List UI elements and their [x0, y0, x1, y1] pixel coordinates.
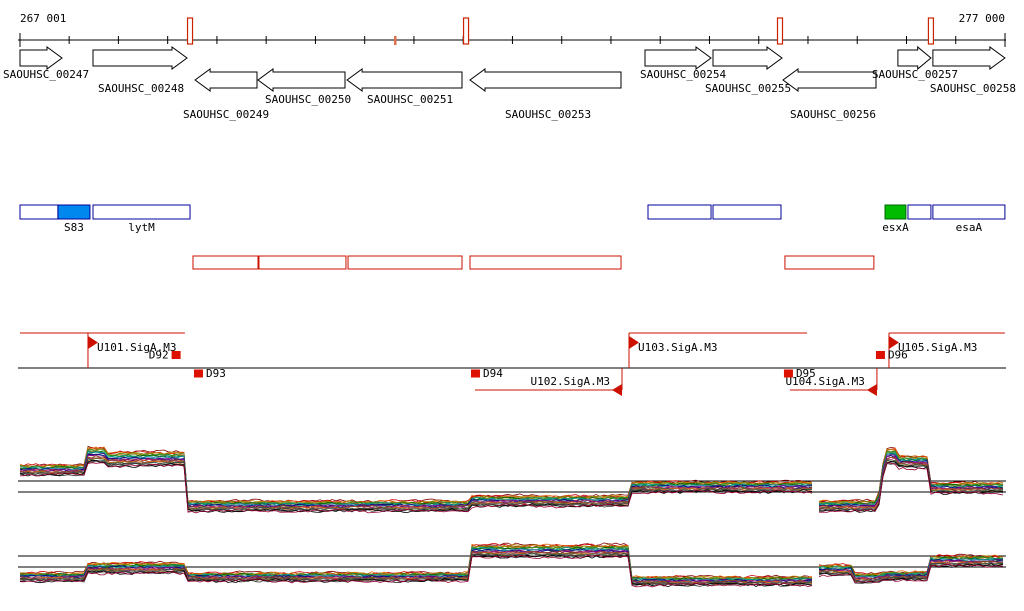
- annotation-box[interactable]: [19, 204, 59, 220]
- expression-trace: [19, 452, 813, 508]
- annotation-box[interactable]: [712, 204, 782, 220]
- expression-trace: [818, 462, 1004, 513]
- annotation-label: esaA: [956, 221, 983, 234]
- gene-label: SAOUHSC_00255: [705, 82, 791, 95]
- expression-trace: [19, 459, 813, 513]
- gene-label: SAOUHSC_00250: [265, 93, 351, 106]
- tss-label: U102.SigA.M3: [531, 375, 610, 388]
- segment-marker-label: D95: [796, 367, 816, 380]
- annotation-box[interactable]: [907, 204, 932, 220]
- tss-label: U101.SigA.M3: [97, 341, 176, 354]
- transcript-box[interactable]: [469, 255, 622, 270]
- tss-flag[interactable]: [611, 384, 622, 396]
- expression-trace: [19, 462, 813, 514]
- expression-trace: [818, 558, 1004, 578]
- segment-marker-label: D92: [149, 349, 169, 362]
- segment-marker-label: D96: [888, 349, 908, 362]
- annotation-box[interactable]: [92, 204, 191, 220]
- tss-flag[interactable]: [866, 384, 877, 396]
- tss-label: U105.SigA.M3: [898, 341, 977, 354]
- annotation-box[interactable]: [932, 204, 1006, 220]
- terminator-marker: [776, 17, 784, 45]
- annotation-box[interactable]: [884, 204, 907, 220]
- expression-trace: [19, 554, 813, 588]
- expression-trace: [818, 563, 1004, 584]
- tss-flag[interactable]: [628, 336, 639, 349]
- expression-trace: [19, 445, 813, 504]
- annotation-box[interactable]: [647, 204, 712, 220]
- gene-arrow[interactable]: [346, 68, 463, 92]
- segment-marker[interactable]: [171, 351, 181, 359]
- gene-arrow[interactable]: [92, 46, 188, 70]
- segment-marker-label: D94: [483, 367, 503, 380]
- annotation-label: lytM: [128, 221, 155, 234]
- expression-trace: [19, 458, 813, 511]
- expression-trace: [19, 448, 813, 506]
- gene-label: SAOUHSC_00247: [3, 68, 89, 81]
- gene-arrow[interactable]: [712, 46, 783, 70]
- transcript-box[interactable]: [347, 255, 463, 270]
- gene-label: SAOUHSC_00253: [505, 108, 591, 121]
- gene-arrow[interactable]: [932, 46, 1006, 70]
- annotation-box[interactable]: [57, 204, 91, 220]
- transcript-box[interactable]: [258, 255, 347, 270]
- terminator-marker: [462, 17, 470, 45]
- tss-label: U103.SigA.M3: [638, 341, 717, 354]
- gene-label: SAOUHSC_00254: [640, 68, 726, 81]
- segment-marker[interactable]: [783, 369, 793, 378]
- small-marker: [394, 36, 397, 45]
- gene-label: SAOUHSC_00251: [367, 93, 453, 106]
- expression-trace: [19, 552, 813, 587]
- expression-trace: [19, 546, 813, 582]
- expression-trace: [818, 447, 1004, 503]
- terminator-marker: [186, 17, 194, 45]
- expression-trace: [818, 563, 1004, 584]
- ruler-start-label: 267 001: [20, 12, 66, 25]
- expression-panel-bottom: [18, 542, 1006, 588]
- tss-label: U104.SigA.M3: [785, 375, 864, 388]
- gene-label: SAOUHSC_00258: [930, 82, 1016, 95]
- expression-trace: [19, 554, 813, 588]
- gene-arrow[interactable]: [257, 68, 346, 92]
- gene-arrow[interactable]: [469, 68, 622, 92]
- tss-flag[interactable]: [87, 336, 98, 349]
- gene-label: SAOUHSC_00248: [98, 82, 184, 95]
- expression-trace: [19, 451, 813, 507]
- expression-trace: [19, 549, 813, 584]
- transcript-box[interactable]: [784, 255, 875, 270]
- gene-arrow[interactable]: [644, 46, 712, 70]
- annotation-label: esxA: [882, 221, 909, 234]
- expression-panel-top: [18, 445, 1006, 514]
- gene-label: SAOUHSC_00249: [183, 108, 269, 121]
- annotation-label: S83: [64, 221, 84, 234]
- expression-trace: [19, 543, 813, 580]
- segment-marker[interactable]: [470, 369, 480, 378]
- segment-marker-label: D93: [206, 367, 226, 380]
- expression-trace: [19, 451, 813, 507]
- gene-arrow[interactable]: [897, 45, 932, 71]
- ruler-end-label: 277 000: [959, 12, 1005, 25]
- tss-flag[interactable]: [888, 336, 899, 349]
- gene-label: SAOUHSC_00257: [872, 68, 958, 81]
- gene-label: SAOUHSC_00256: [790, 108, 876, 121]
- gene-arrow[interactable]: [194, 68, 258, 92]
- transcript-box[interactable]: [192, 255, 259, 270]
- terminator-marker: [927, 17, 935, 45]
- segment-marker[interactable]: [193, 369, 203, 378]
- gene-arrow[interactable]: [19, 46, 63, 70]
- segment-marker[interactable]: [875, 351, 885, 359]
- gene-arrow[interactable]: [782, 68, 877, 92]
